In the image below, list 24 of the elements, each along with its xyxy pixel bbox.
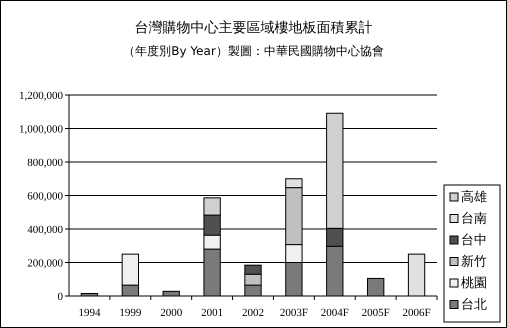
- y-tick-label: 800,000: [27, 157, 64, 169]
- x-tick-label: 1999: [119, 307, 142, 319]
- legend-label: 台中: [461, 233, 487, 248]
- x-tick-label: 2000: [160, 307, 183, 319]
- legend-label: 高雄: [461, 189, 487, 205]
- chart-title: 台灣購物中心主要區域樓地板面積累計: [134, 20, 372, 36]
- y-tick-label: 1,000,000: [19, 124, 64, 136]
- legend-label: 台南: [461, 212, 487, 226]
- x-tick-label: 2006F: [402, 307, 431, 319]
- legend-label: 桃園: [461, 276, 487, 291]
- y-tick-label: 600,000: [27, 190, 64, 202]
- y-tick-label: 200,000: [27, 258, 64, 270]
- x-tick-label: 1994: [78, 307, 101, 319]
- x-tick-label: 2005F: [362, 307, 390, 319]
- y-tick-label: 400,000: [27, 224, 64, 236]
- legend-label: 新竹: [461, 254, 487, 270]
- y-tick-label: 0: [58, 291, 64, 303]
- x-tick-label: 2001: [201, 307, 224, 319]
- legend-label: 台北: [461, 298, 487, 312]
- chart-subtitle: （年度別By Year）製圖：中華民國購物中心協會: [123, 44, 384, 58]
- x-tick-label: 2003F: [280, 307, 308, 319]
- x-tick-label: 2004F: [320, 307, 349, 319]
- x-tick-label: 2002: [242, 307, 264, 319]
- y-tick-label: 1,200,000: [19, 90, 64, 102]
